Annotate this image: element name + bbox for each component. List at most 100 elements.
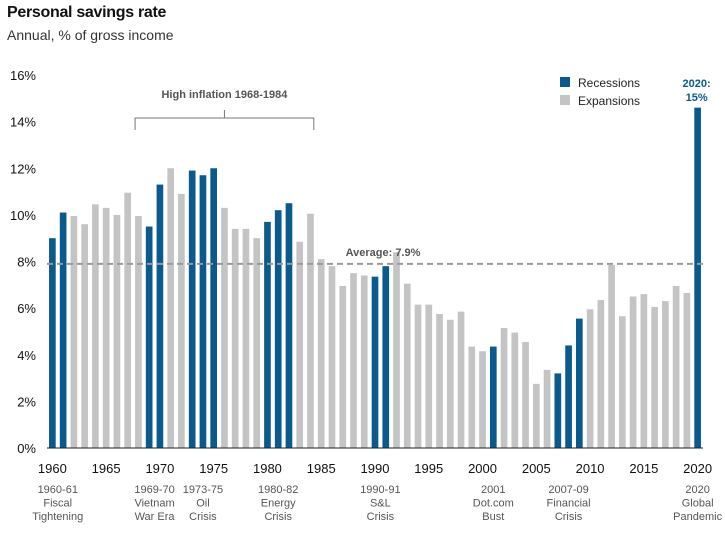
legend-swatch-expansions (560, 95, 570, 105)
bar-expansion (231, 228, 239, 448)
bar-expansion (135, 216, 142, 448)
x-tick-label: 1990 (361, 461, 390, 476)
bar-expansion (113, 214, 121, 449)
event-label: Global (682, 498, 714, 510)
event-label: Vietnam (134, 498, 174, 510)
x-tick-label: 1960 (38, 461, 67, 476)
bar-expansion (500, 327, 508, 448)
bar-expansion (178, 193, 185, 448)
bar-expansion (92, 204, 99, 448)
event-label: Crisis (189, 511, 217, 523)
bar-recession (264, 221, 271, 448)
event-label: Oil (196, 498, 209, 510)
bar-expansion (328, 266, 336, 448)
average-label: Average: 7.9% (346, 247, 421, 259)
callout-year: 2020: (683, 78, 711, 90)
bar-expansion (81, 224, 88, 448)
y-tick-label: 10% (10, 208, 36, 223)
bar-expansion (608, 265, 615, 448)
bar-recession (156, 184, 164, 448)
bar-expansion (436, 313, 443, 448)
event-label: Tightening (32, 511, 83, 523)
bar-recession (489, 346, 497, 448)
chart-subtitle: Annual, % of gross income (7, 27, 174, 43)
event-label: S&L (370, 498, 391, 510)
bar-expansion (662, 301, 669, 448)
bar-expansion (468, 346, 476, 448)
event-label: Crisis (367, 511, 395, 523)
bar-expansion (403, 283, 411, 448)
bar-expansion (532, 383, 540, 448)
bar-recession (145, 226, 153, 448)
x-tick-label: 1975 (199, 461, 228, 476)
x-tick-label: 1965 (92, 461, 121, 476)
bar-expansion (350, 273, 357, 448)
bar-expansion (360, 275, 368, 448)
bar-recession (59, 212, 67, 448)
bar-recession (565, 345, 572, 448)
event-label: 1990-91 (360, 484, 400, 496)
bar-expansion (414, 304, 422, 448)
bar-expansion (339, 285, 347, 448)
event-label: Energy (261, 498, 296, 510)
x-tick-label: 1980 (253, 461, 282, 476)
bar-recession (210, 168, 218, 448)
x-tick-label: 2020 (683, 461, 712, 476)
y-tick-label: 0% (17, 441, 36, 456)
bar-recession (554, 373, 562, 448)
bar-expansion (296, 241, 304, 448)
high-inflation-label: High inflation 1968-1984 (161, 89, 288, 101)
bar-expansion (597, 299, 605, 448)
bar-recession (199, 175, 207, 449)
bar-expansion (317, 259, 325, 448)
bar-expansion (446, 319, 454, 448)
bar-expansion (619, 316, 626, 448)
bar-expansion (253, 238, 261, 448)
bar-expansion (425, 304, 433, 448)
event-label: 1969-70 (134, 484, 174, 496)
bar-expansion (586, 309, 594, 448)
bar-expansion (511, 332, 519, 448)
y-tick-label: 4% (17, 348, 36, 363)
event-label: War Era (135, 511, 176, 523)
bar-recession (694, 107, 701, 448)
bar-recession (285, 203, 293, 448)
bar-expansion (393, 252, 400, 448)
bar-recession (49, 238, 56, 448)
bar-expansion (124, 192, 131, 448)
y-tick-label: 2% (17, 394, 36, 409)
bar-expansion (629, 296, 637, 448)
bar-expansion (70, 216, 78, 448)
bar-expansion (683, 292, 691, 448)
y-tick-label: 14% (10, 115, 36, 130)
bar-expansion (102, 207, 110, 448)
bar-expansion (167, 168, 175, 448)
bar-recession (188, 170, 196, 448)
y-tick-label: 6% (17, 301, 36, 316)
event-label: Fiscal (43, 498, 72, 510)
x-tick-label: 1970 (145, 461, 174, 476)
event-label: Bust (482, 511, 504, 523)
legend-label-recessions: Recessions (578, 76, 640, 90)
event-label: 2001 (481, 484, 505, 496)
bar-recession (575, 318, 583, 448)
event-label: Crisis (555, 511, 583, 523)
bar-expansion (242, 228, 250, 448)
bar-expansion (672, 285, 680, 448)
x-tick-label: 2000 (468, 461, 497, 476)
bar-expansion (479, 351, 486, 448)
bar-recession (382, 266, 390, 448)
legend-swatch-recessions (560, 77, 570, 87)
bar-expansion (307, 213, 314, 448)
y-tick-label: 16% (10, 68, 36, 83)
x-tick-label: 2010 (576, 461, 605, 476)
event-label: 1980-82 (258, 484, 298, 496)
x-tick-label: 1995 (414, 461, 443, 476)
bar-recession (274, 210, 282, 448)
event-label: Crisis (264, 511, 292, 523)
event-label: 1960-61 (38, 484, 78, 496)
bar-expansion (543, 369, 551, 448)
high-inflation-bracket (134, 110, 315, 130)
chart-title: Personal savings rate (7, 4, 167, 21)
